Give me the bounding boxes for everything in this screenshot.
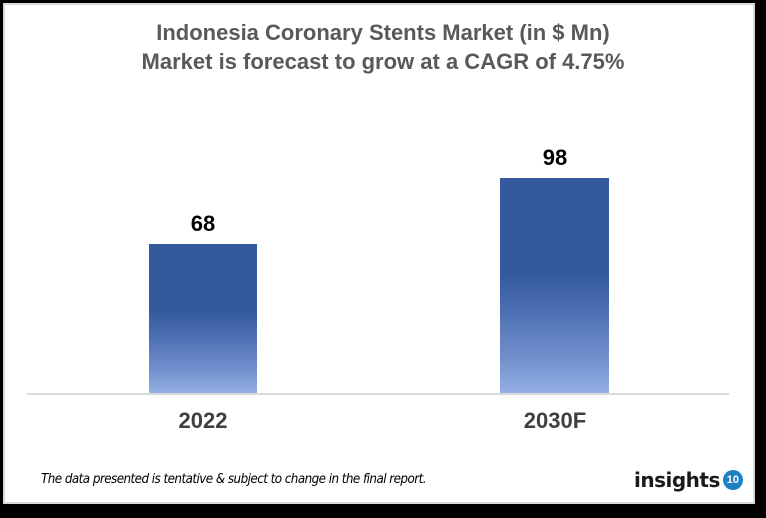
- insights10-logo: insights 10: [634, 468, 743, 492]
- x-tick-2022: 2022: [178, 408, 228, 433]
- title-line-2: Market is forecast to grow at a CAGR of …: [141, 49, 625, 74]
- chart-title: Indonesia Coronary Stents Market (in $ M…: [0, 18, 766, 76]
- chart-panel: [3, 3, 755, 504]
- x-tick-2030f: 2030F: [523, 408, 587, 433]
- bar-value-2030f: 98: [542, 145, 568, 170]
- logo-badge-icon: 10: [722, 470, 743, 490]
- bar-2030f: [500, 178, 609, 394]
- title-line-1: Indonesia Coronary Stents Market (in $ M…: [156, 20, 610, 45]
- bar-2022: [149, 244, 257, 394]
- disclaimer-note: The data presented is tentative & subjec…: [41, 472, 427, 487]
- logo-text: insights: [634, 468, 720, 492]
- bar-value-2022: 68: [190, 211, 216, 236]
- x-axis-line: [27, 393, 729, 395]
